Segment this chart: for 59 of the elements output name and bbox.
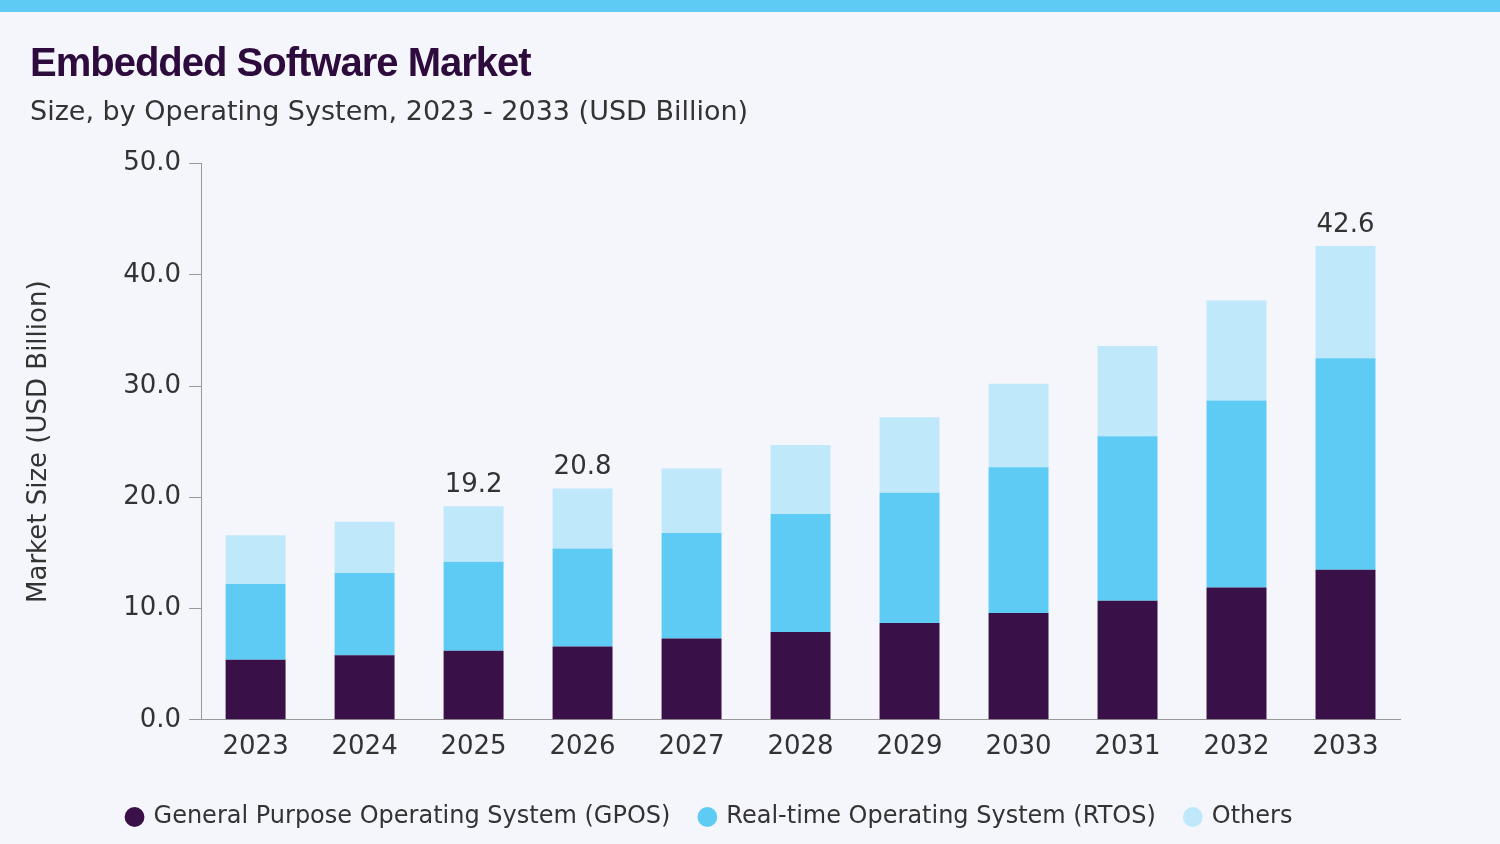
y-tick-label: 50.0 (123, 146, 182, 177)
x-tick-label: 2031 (1094, 730, 1161, 761)
bar (552, 488, 613, 549)
total-label: 42.6 (1316, 207, 1375, 238)
bar (1315, 569, 1376, 720)
bar (1315, 245, 1376, 359)
y-tick-label: 30.0 (123, 368, 182, 399)
legend-label: Real-time Operating System (RTOS) (726, 801, 1156, 830)
bar (988, 467, 1049, 614)
bar (552, 548, 613, 647)
bar (1097, 436, 1158, 601)
bar (770, 631, 831, 720)
bar (225, 535, 286, 585)
bar (661, 468, 722, 533)
bar (1097, 346, 1158, 437)
bar (334, 655, 395, 720)
x-tick-label: 2023 (222, 730, 289, 761)
legend-label: General Purpose Operating System (GPOS) (153, 801, 671, 830)
bar (661, 638, 722, 720)
x-tick-label: 2025 (440, 730, 507, 761)
x-tick-label: 2024 (331, 730, 398, 761)
bar (770, 445, 831, 515)
chart-title: Embedded Software Market (30, 40, 531, 85)
bar (225, 584, 286, 660)
bar (770, 514, 831, 632)
x-tick-label: 2032 (1203, 730, 1270, 761)
y-axis-title: Market Size (USD Billion) (22, 280, 53, 603)
bar (1206, 300, 1267, 401)
x-tick-label: 2026 (549, 730, 616, 761)
y-tick-label: 10.0 (123, 591, 182, 622)
x-tick-label: 2029 (876, 730, 943, 761)
legend-label: Others (1211, 801, 1293, 830)
bar (334, 521, 395, 573)
bar (552, 646, 613, 720)
bar (988, 613, 1049, 720)
x-tick-label: 2027 (658, 730, 725, 761)
bar (661, 532, 722, 639)
bar (334, 572, 395, 656)
chart-subtitle: Size, by Operating System, 2023 - 2033 (USD Billion) (30, 95, 749, 126)
bar (443, 650, 504, 720)
bar (1206, 587, 1267, 720)
x-tick-label: 2028 (767, 730, 834, 761)
bar (1097, 600, 1158, 720)
bar (1315, 358, 1376, 570)
bar (879, 492, 940, 624)
y-tick-label: 0.0 (139, 702, 182, 733)
bar (879, 417, 940, 493)
bar (225, 659, 286, 720)
y-tick-label: 20.0 (123, 480, 182, 511)
x-tick-label: 2030 (985, 730, 1052, 761)
bar (1206, 400, 1267, 588)
bar (879, 623, 940, 720)
total-label: 20.8 (553, 450, 612, 481)
bar (443, 561, 504, 651)
bar (988, 383, 1049, 468)
total-label: 19.2 (444, 467, 503, 498)
x-tick-label: 2033 (1312, 730, 1379, 761)
y-tick-label: 40.0 (123, 257, 182, 288)
bar (443, 506, 504, 562)
